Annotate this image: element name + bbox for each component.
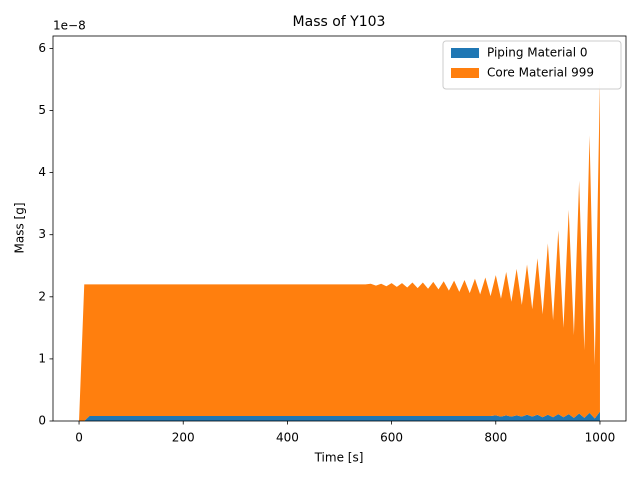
x-tick-label: 400 xyxy=(276,431,299,445)
axes-frame xyxy=(52,35,627,422)
y-tick-label: 0 xyxy=(38,414,46,428)
y-tick-label: 3 xyxy=(38,227,46,241)
y-offset-label: 1e−8 xyxy=(53,19,86,33)
x-tick-label: 600 xyxy=(380,431,403,445)
y-tick-label: 5 xyxy=(38,103,46,117)
legend-label: Core Material 999 xyxy=(487,66,594,80)
chart-title: Mass of Y103 xyxy=(293,14,386,30)
x-tick-label: 200 xyxy=(172,431,195,445)
y-tick-label: 1 xyxy=(38,351,46,365)
x-tick-label: 1000 xyxy=(585,431,616,445)
y-tick-label: 6 xyxy=(38,41,46,55)
y-tick-label: 4 xyxy=(38,165,46,179)
x-axis-label: Time [s] xyxy=(314,451,364,465)
y-axis-label: Mass [g] xyxy=(13,202,27,253)
x-tick-label: 0 xyxy=(75,431,83,445)
legend-swatch xyxy=(451,68,479,78)
x-tick-label: 800 xyxy=(484,431,507,445)
legend-swatch xyxy=(451,48,479,58)
legend-box xyxy=(442,40,622,90)
y-tick-label: 2 xyxy=(38,289,46,303)
area xyxy=(79,79,600,421)
legend-label: Piping Material 0 xyxy=(487,46,588,60)
area xyxy=(79,411,600,421)
